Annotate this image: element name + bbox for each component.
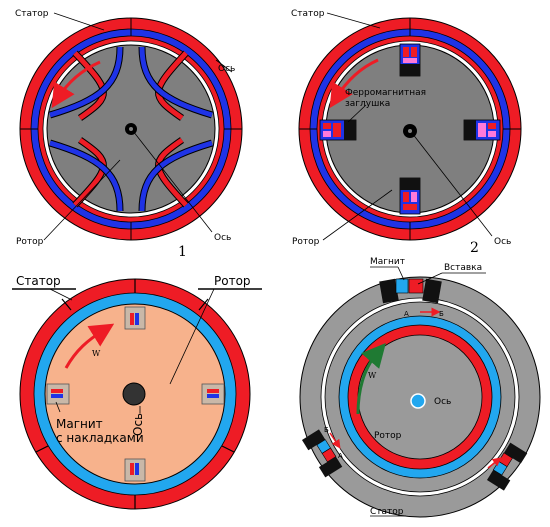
panel3-stator-label: Статор [16, 274, 61, 288]
panel1-number: 1 [178, 244, 187, 260]
panel1-rotor-label: Ротор [16, 237, 44, 247]
panel3-axis-label: Ось [131, 413, 145, 436]
magnet-icon [124, 306, 146, 330]
panel2-rotor-label: Ротор [292, 237, 320, 247]
panel4-a-top-label: А [404, 310, 409, 318]
panel4-magnet-label: Магнит [370, 257, 405, 267]
magnet-icon [301, 429, 343, 478]
magnet-icon [319, 119, 357, 141]
curved-magnets [48, 46, 214, 212]
magnet-icon [379, 278, 442, 304]
rotation-arrow-icon [329, 58, 379, 109]
panel1-axis-label: Ось [214, 233, 231, 243]
panel4-stator-label: Статор [370, 507, 404, 517]
panel2-number: 2 [470, 240, 479, 256]
magnet-icon [463, 119, 501, 141]
rotation-arrow-icon [64, 323, 115, 369]
panel3-magnet-label-line2: с накладками [56, 431, 144, 445]
panel4-rotor-label: Ротор [374, 431, 402, 441]
magnet-icon [399, 177, 421, 215]
panel1-stator-label: Статор [15, 9, 49, 19]
panel4-axis-label: Ось [434, 397, 451, 407]
panel2-axis-label: Ось [494, 237, 511, 247]
magnet-icon [124, 458, 146, 482]
rotation-arrow-icon [356, 342, 386, 415]
panel4-b-left-label: Б [324, 426, 329, 434]
panel4-insert-label: Вставка [444, 263, 482, 273]
magnet-icon [46, 383, 70, 405]
magnet-icon [201, 383, 225, 405]
panel4-w-label: W [368, 371, 377, 380]
panel3-magnet-label-line1: Магнит [56, 417, 103, 431]
panel3-w-label: W [92, 349, 101, 358]
panel4-a-left-label: А [338, 452, 343, 460]
axis-icon [410, 393, 426, 409]
panel1-axis-label-2: Ось [218, 64, 235, 74]
magnet-icon [399, 43, 421, 77]
panel2-stator-label: Статор [291, 9, 325, 19]
panel2-plug-label-line2: заглушка [345, 99, 390, 109]
axis-icon [122, 382, 146, 406]
panel-2-motor: Статор Ротор Ось Ферромагнитная заглушка… [291, 9, 522, 256]
rotation-arrow-icon [51, 60, 101, 109]
panel-3-motor: W Статор Ротор Ось Магнит с накладками [12, 274, 262, 510]
panel-4-motor: W Магнит Вставка А Б Б А Ось Ротор Стато… [299, 257, 541, 518]
panel2-plug-label-line1: Ферромагнитная [345, 88, 426, 98]
panel3-rotor-label: Ротор [214, 274, 251, 288]
panel-1-motor: Статор Ротор Ось Ось 1 [15, 9, 243, 260]
panel4-b-top-label: Б [439, 310, 444, 318]
